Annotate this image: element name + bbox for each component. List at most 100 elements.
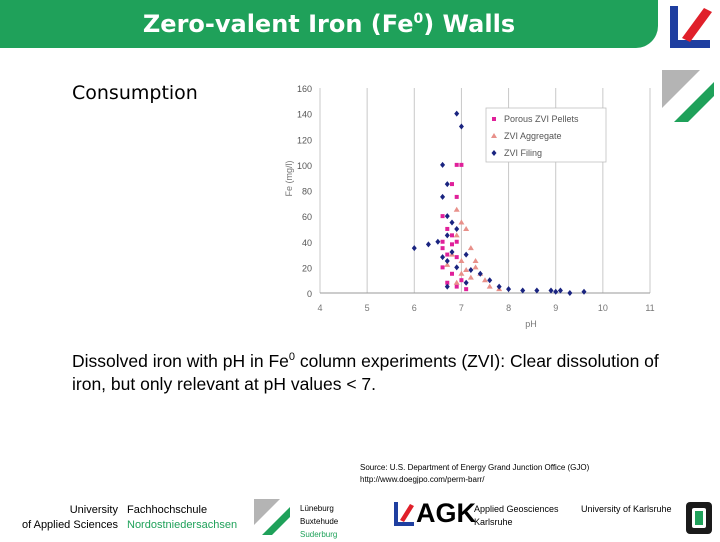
y-tick-label: 160 [297,84,312,94]
footer-fh: Fachhochschule Nordostniedersachsen [127,503,237,533]
data-point [435,238,441,245]
data-point [468,266,474,273]
data-point [491,133,497,138]
data-point [440,239,445,244]
y-tick-label: 140 [297,110,312,120]
data-point [472,257,479,263]
y-tick-label: 120 [297,135,312,145]
data-point [548,287,554,294]
data-point [477,270,483,277]
source-note: Source: U.S. Department of Energy Grand … [360,462,589,486]
data-point [454,110,460,117]
data-point [463,279,469,286]
chart-svg: 0 20 40 60 80 100 120 140 160 4 5 6 7 8 9 10 11 pH Fe (mg/… [284,84,655,329]
data-point [464,287,469,292]
footer-agk-line2: Karlsruhe [474,517,513,527]
data-point [450,233,454,238]
university-logo-icon [660,2,716,58]
data-point [487,277,493,284]
data-point [454,255,459,260]
data-point [411,245,417,252]
footer-fh-line2: Nordostniedersachsen [127,519,238,531]
data-point [459,162,464,167]
fh-footer-logo-icon [252,497,292,537]
footer-city-1: Lüneburg [300,504,334,513]
agk-logo: AGK [416,498,476,528]
data-point [458,257,465,263]
data-point [453,232,460,238]
data-point [463,266,470,272]
data-point [444,283,450,290]
data-point [440,254,446,261]
legend-label: Porous ZVI Pellets [504,114,579,124]
scatter-chart: 0 20 40 60 80 100 120 140 160 4 5 6 7 8 9 10 11 pH Fe (mg/… [272,76,662,339]
data-point [463,251,469,258]
footer-uni-line1: University [69,504,118,516]
y-tick-label: 0 [307,289,312,299]
data-point [440,193,446,200]
data-point [449,219,455,226]
data-point [453,206,460,212]
data-point [458,123,464,130]
data-point [534,287,540,294]
data-point [454,162,459,167]
slide-title: Zero-valent Iron (Fe0) Walls [142,10,516,38]
data-point [445,226,450,231]
data-point [506,286,512,293]
y-tick-label: 40 [302,238,312,248]
data-point [496,283,502,290]
x-tick-label: 9 [553,303,558,313]
footer-cities: Lüneburg Buxtehude Suderburg [300,502,338,541]
data-point [444,257,450,264]
y-axis-label: Fe (mg/l) [284,160,294,196]
footer-agk-text: Applied Geosciences Karlsruhe [474,503,559,529]
data-point [454,225,460,232]
data-point [449,249,455,255]
data-point [440,246,445,251]
y-tick-label: 80 [302,187,312,197]
footer-fh-line1: Fachhochschule [127,504,208,516]
x-tick-label: 10 [598,303,608,313]
data-point [444,213,450,220]
footer-ka-text: University of Karlsruhe [581,504,672,514]
data-point [454,284,459,289]
x-tick-label: 5 [365,303,370,313]
source-line: Source: U.S. Department of Energy Grand … [360,463,590,472]
data-point [454,264,460,271]
data-point [440,265,445,270]
y-tick-label: 100 [297,161,312,171]
chart-legend [485,107,607,163]
data-point [445,252,450,257]
x-tick-label: 4 [317,303,322,313]
data-point [482,277,488,283]
data-point [553,288,559,295]
data-point [491,150,497,156]
y-tick-label: 20 [302,263,312,273]
data-point [444,181,450,188]
data-point [425,241,431,248]
data-point [581,288,587,295]
legend-label: ZVI Aggregate [504,131,562,141]
x-tick-label: 8 [506,303,511,313]
data-point [458,270,465,276]
data-point [557,287,563,294]
y-tick-label: 60 [302,212,312,222]
data-point [459,278,464,283]
fh-logo-icon [660,68,716,124]
data-point [486,283,493,289]
footer-university: University of Applied Sciences [10,503,118,533]
data-point [440,214,445,219]
data-point [440,161,446,168]
caption-text: Dissolved iron with pH in Fe0 column exp… [72,350,659,394]
data-point [467,274,474,280]
data-point [463,225,470,231]
data-point [458,219,465,225]
data-point [450,271,454,276]
ka-small-logo-icon [390,500,416,530]
data-point [450,182,454,187]
footer-city-3: Suderburg [300,530,338,539]
x-tick-label: 6 [412,303,417,313]
footer-agk-line1: Applied Geosciences [474,504,559,514]
data-point [467,245,474,251]
ka-footer-logo-icon [684,500,714,536]
